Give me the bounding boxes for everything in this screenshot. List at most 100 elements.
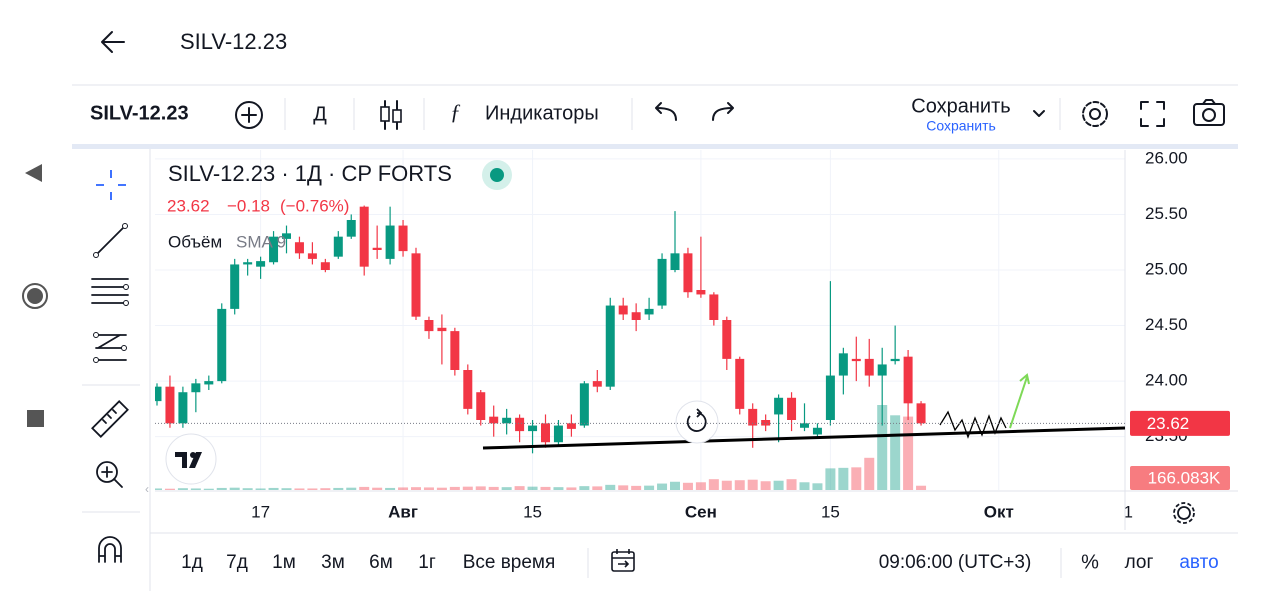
- candle-body: [294, 242, 304, 254]
- volume-bar: [346, 487, 357, 490]
- save-button[interactable]: Сохранить Сохранить: [911, 95, 1045, 134]
- volume-bar: [488, 486, 499, 490]
- last-price-tag: [1130, 410, 1230, 436]
- candle-body: [515, 417, 525, 432]
- volume-bar: [203, 488, 214, 490]
- volume-bar: [773, 480, 784, 490]
- chart-type-button[interactable]: [380, 100, 402, 130]
- legend-change-pct: (−0.76%): [280, 196, 349, 215]
- fullscreen-button[interactable]: [1140, 101, 1165, 127]
- arrow-drawing[interactable]: [1009, 373, 1030, 429]
- goto-date-button[interactable]: [611, 549, 635, 572]
- screenshot-button[interactable]: [1193, 99, 1225, 126]
- x-tick-label: 15: [821, 502, 840, 521]
- range-buttons: 1д 7д 1м 3м 6м 1г Все время: [181, 552, 555, 573]
- volume-bar: [851, 467, 862, 490]
- candle-body: [748, 408, 758, 426]
- candle-body: [398, 225, 408, 252]
- candle-body: [411, 253, 421, 317]
- undo-button[interactable]: [655, 102, 677, 121]
- range-button[interactable]: 1г: [418, 552, 436, 573]
- nav-home[interactable]: [22, 283, 48, 309]
- trend-line-drawing[interactable]: [482, 426, 1126, 450]
- redo-button[interactable]: [712, 102, 734, 121]
- log-button[interactable]: лог: [1125, 552, 1154, 573]
- range-button[interactable]: Все время: [463, 552, 556, 573]
- indicators-button[interactable]: ƒ Индикаторы: [450, 99, 599, 124]
- candle-body: [761, 420, 771, 426]
- volume-bar: [708, 479, 719, 490]
- projection-drawing[interactable]: [939, 410, 1007, 439]
- volume-bar: [242, 488, 253, 490]
- candle-body: [437, 327, 447, 332]
- auto-button[interactable]: авто: [1179, 552, 1218, 573]
- range-button[interactable]: 1м: [272, 552, 296, 573]
- nav-back[interactable]: [25, 164, 42, 182]
- timezone-button[interactable]: 09:06:00 (UTC+3): [879, 552, 1032, 573]
- legend-volume-study: SMA 9: [236, 232, 286, 251]
- volume-bar: [462, 486, 473, 490]
- toolbar-symbol[interactable]: SILV-12.23: [90, 102, 189, 124]
- candle-body: [476, 392, 486, 420]
- logo[interactable]: [165, 433, 217, 485]
- volume-bar: [411, 487, 421, 490]
- back-button[interactable]: [101, 31, 125, 53]
- zoom-tool[interactable]: [96, 461, 123, 488]
- save-sublabel: Сохранить: [926, 118, 996, 134]
- compare-button[interactable]: [235, 101, 263, 129]
- candle-body: [644, 308, 654, 315]
- legend-close: 23.62: [167, 196, 210, 215]
- candle-body: [541, 423, 550, 443]
- candle-body: [735, 358, 745, 409]
- nav-recent[interactable]: [27, 410, 44, 427]
- candle-body: [903, 356, 913, 404]
- y-tick-label: 25.00: [1145, 259, 1188, 278]
- x-tick-label: 15: [523, 502, 542, 521]
- volume-bar: [695, 482, 706, 490]
- candle-body: [579, 383, 589, 426]
- volume-bar: [229, 487, 240, 490]
- volume-bar: [864, 457, 875, 490]
- legend-volume: Объём: [168, 232, 222, 251]
- candle-body: [657, 258, 667, 306]
- toolbar-bottom-border: [72, 144, 1238, 149]
- volume-bar: [540, 486, 551, 490]
- y-tick-label: 24.50: [1145, 315, 1188, 334]
- candle-body: [450, 331, 460, 370]
- candle-body: [385, 225, 395, 259]
- range-button[interactable]: 7д: [226, 552, 248, 573]
- candle-body: [230, 264, 240, 309]
- volume-bar: [670, 481, 680, 490]
- volume-bar: [631, 485, 642, 490]
- candle-body: [204, 381, 214, 385]
- crosshair-tool[interactable]: [96, 170, 126, 200]
- pattern-tool[interactable]: [93, 332, 127, 363]
- chart-title: SILV-12.23 · 1Д · CP FORTS: [168, 161, 452, 186]
- ruler-tool[interactable]: [91, 400, 129, 438]
- interval-button[interactable]: Д: [313, 103, 327, 125]
- percent-button[interactable]: %: [1081, 551, 1099, 573]
- range-button[interactable]: 6м: [369, 552, 393, 573]
- candle-body: [864, 358, 874, 376]
- candle-body: [282, 233, 291, 239]
- magnet-tool[interactable]: [98, 536, 122, 563]
- candle-body: [774, 397, 784, 415]
- candle-body: [709, 294, 719, 320]
- range-button[interactable]: 3м: [321, 552, 345, 573]
- axis-settings-button[interactable]: [1173, 502, 1195, 524]
- candle-body: [812, 427, 822, 435]
- volume-bar: [449, 486, 460, 490]
- fib-tool[interactable]: [91, 278, 129, 306]
- sidebar-collapse[interactable]: ‹: [145, 482, 149, 496]
- reset-scale-button[interactable]: [675, 400, 719, 444]
- candle-body: [800, 423, 809, 428]
- range-button[interactable]: 1д: [181, 552, 203, 573]
- trendline-tool[interactable]: [93, 223, 128, 258]
- last-volume-label: 166.083K: [1148, 468, 1221, 487]
- candle-body: [217, 308, 227, 382]
- candles: [155, 205, 926, 454]
- volume-bar: [423, 487, 434, 490]
- x-tick-label: 1: [1124, 502, 1133, 521]
- settings-button[interactable]: [1082, 101, 1108, 127]
